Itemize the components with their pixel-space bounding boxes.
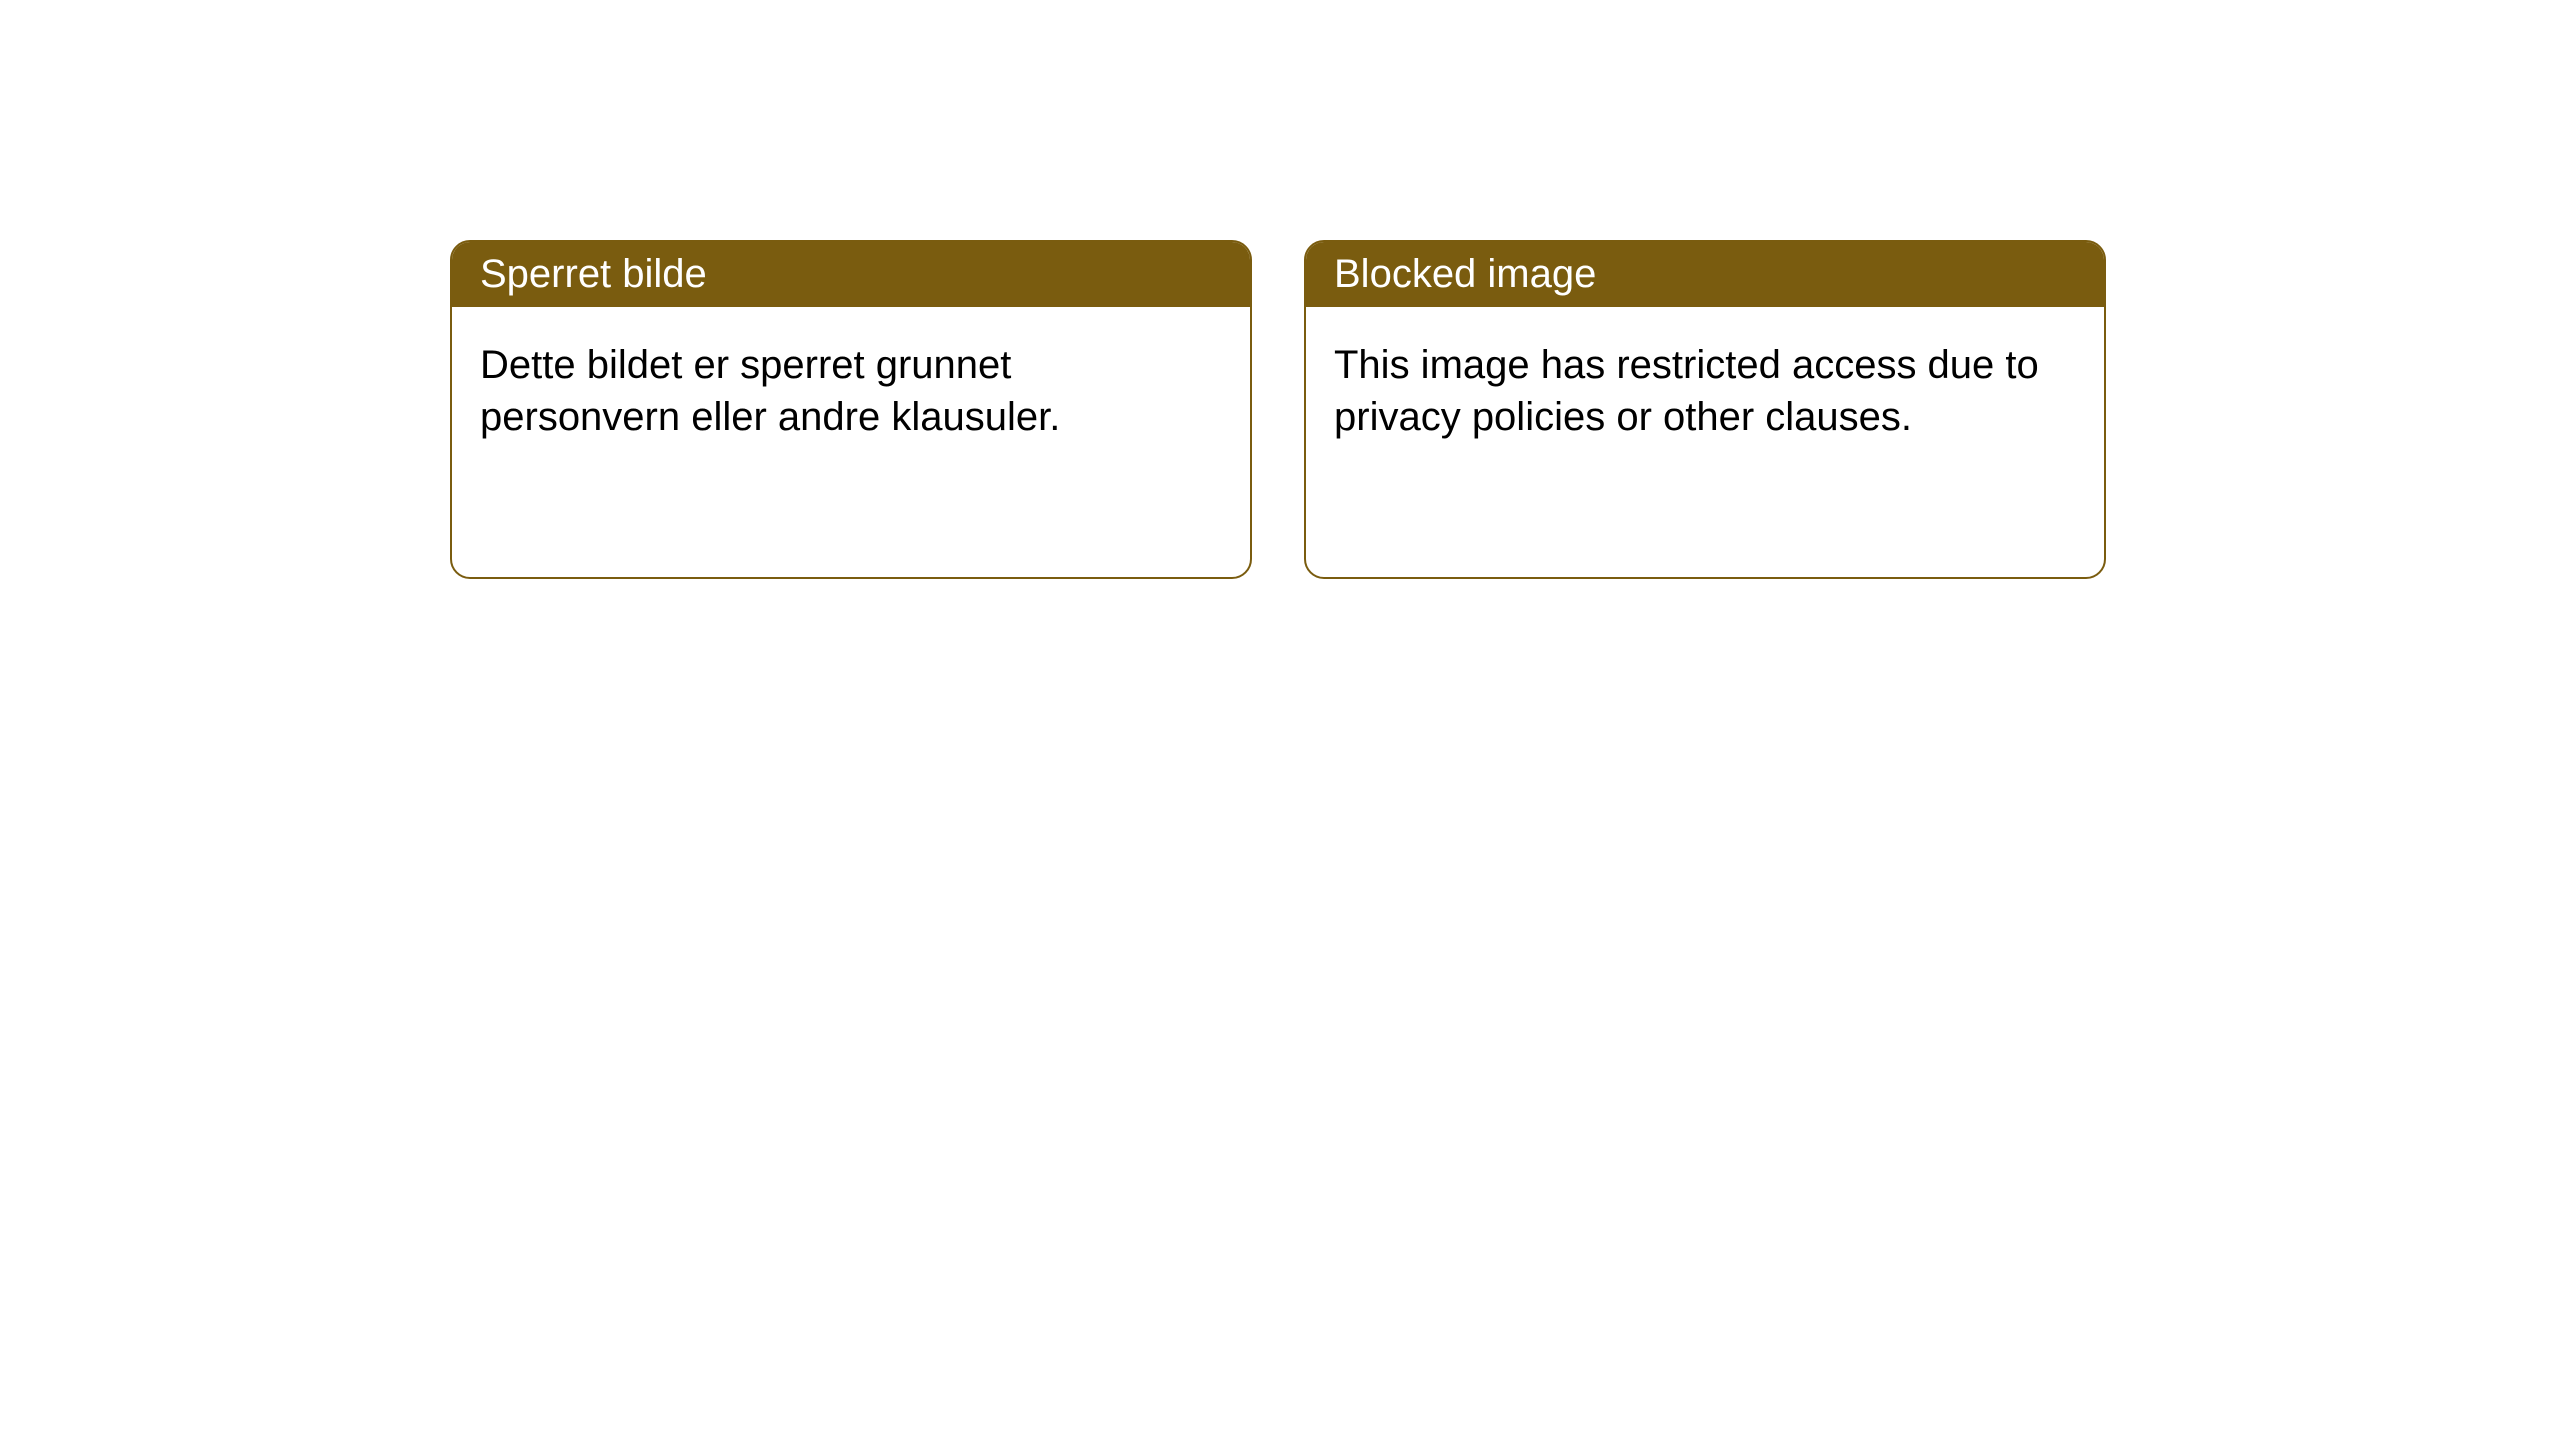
- notice-card-header: Sperret bilde: [452, 242, 1250, 307]
- notice-card-header: Blocked image: [1306, 242, 2104, 307]
- notice-card-body: This image has restricted access due to …: [1306, 307, 2104, 577]
- notice-card-body: Dette bildet er sperret grunnet personve…: [452, 307, 1250, 577]
- notice-cards-container: Sperret bilde Dette bildet er sperret gr…: [0, 0, 2560, 579]
- notice-card-english: Blocked image This image has restricted …: [1304, 240, 2106, 579]
- notice-card-title: Sperret bilde: [480, 252, 707, 296]
- notice-card-message: This image has restricted access due to …: [1334, 339, 2076, 443]
- notice-card-title: Blocked image: [1334, 252, 1596, 296]
- notice-card-norwegian: Sperret bilde Dette bildet er sperret gr…: [450, 240, 1252, 579]
- notice-card-message: Dette bildet er sperret grunnet personve…: [480, 339, 1222, 443]
